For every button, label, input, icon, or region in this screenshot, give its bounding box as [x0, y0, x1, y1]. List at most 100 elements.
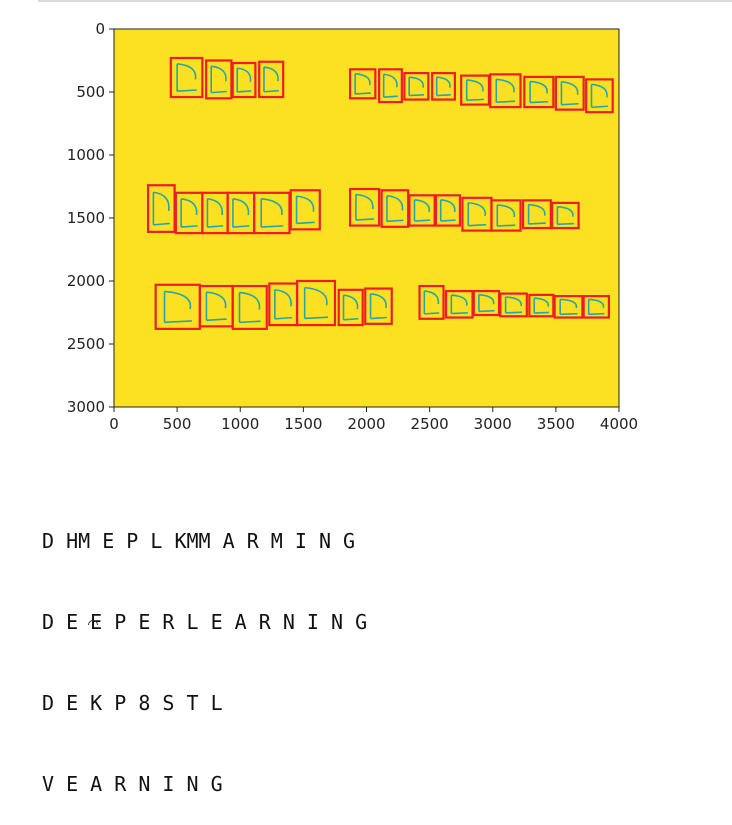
- handwritten-stroke-r2-5: [260, 198, 284, 228]
- y-tick-label-1000: 1000: [67, 146, 105, 164]
- handwritten-stroke-r3-3: [238, 291, 261, 324]
- x-tick-label-1500: 1500: [284, 415, 322, 433]
- x-tick-label-500: 500: [163, 415, 192, 433]
- handwritten-stroke-r1-6: [382, 73, 398, 98]
- bounding-box-r3-6: [337, 288, 364, 327]
- bounding-box-r1-10: [489, 73, 522, 109]
- bounding-box-r2-13: [521, 199, 552, 230]
- handwritten-stroke-r3-7: [369, 293, 388, 320]
- handwritten-stroke-r2-6: [295, 195, 315, 225]
- handwritten-stroke-r1-13: [590, 83, 608, 109]
- y-tick-label-2500: 2500: [67, 335, 105, 353]
- handwritten-stroke-r3-11: [504, 296, 523, 314]
- bounding-box-r3-11: [499, 292, 528, 318]
- bounding-box-r1-8: [431, 71, 456, 101]
- plot-area: 0 500 1000 1500 2000 2500 3000 3500 4000 0 500 1000…: [67, 20, 638, 433]
- bounding-box-r2-1: [146, 184, 176, 233]
- bounding-box-r1-12: [554, 75, 585, 111]
- handwritten-stroke-r1-11: [529, 80, 549, 104]
- bounding-box-r3-13: [553, 295, 584, 319]
- handwritten-stroke-r2-7: [355, 193, 374, 221]
- x-tick-label-3000: 3000: [474, 415, 512, 433]
- bounding-box-r1-3: [231, 61, 257, 99]
- x-tick-label-0: 0: [109, 415, 119, 433]
- handwritten-stroke-r3-5: [303, 286, 329, 320]
- bounding-box-r2-6: [289, 189, 321, 231]
- bounding-box-r2-7: [348, 187, 381, 227]
- handwritten-stroke-r1-2: [210, 65, 227, 94]
- y-tick-label-3000: 3000: [67, 398, 105, 416]
- bounding-box-r3-12: [528, 293, 555, 318]
- handwritten-stroke-r1-12: [560, 80, 579, 106]
- bounding-box-r1-6: [378, 68, 403, 104]
- handwritten-stroke-r2-13: [527, 203, 546, 225]
- bounding-box-r3-9: [444, 289, 474, 319]
- handwritten-stroke-r1-7: [408, 76, 425, 97]
- handwritten-stroke-r3-2: [205, 291, 227, 322]
- handwritten-stroke-r2-3: [206, 198, 224, 228]
- x-tick-label-3500: 3500: [537, 415, 575, 433]
- bounding-box-r1-9: [460, 74, 491, 106]
- y-tick-label-1500: 1500: [67, 209, 105, 227]
- handwritten-stroke-r3-14: [587, 298, 605, 316]
- bounding-box-r1-2: [205, 59, 233, 100]
- handwritten-stroke-r1-4: [263, 66, 279, 93]
- bounding-box-r1-7: [403, 71, 430, 101]
- image-plot: 0 500 1000 1500 2000 2500 3000 3500 4000 0 500 1000…: [67, 20, 638, 433]
- bounding-box-r2-5: [253, 191, 291, 235]
- handwritten-stroke-r2-14: [556, 205, 574, 226]
- bounding-box-r2-8: [380, 189, 410, 228]
- handwritten-stroke-r3-8: [423, 290, 440, 315]
- handwritten-stroke-r2-2: [180, 198, 198, 228]
- bounding-box-r3-5: [295, 279, 337, 327]
- handwritten-stroke-r2-1: [152, 191, 170, 226]
- x-tick-label-2000: 2000: [347, 415, 385, 433]
- bounding-box-r3-14: [582, 295, 611, 319]
- prediction-line-1: D HM E P L KMM A R M I N G: [42, 529, 356, 553]
- bounding-box-r2-12: [490, 199, 522, 232]
- handwritten-stroke-r1-10: [495, 78, 516, 104]
- handwritten-stroke-r1-3: [236, 67, 252, 93]
- handwritten-stroke-r3-4: [274, 288, 293, 320]
- bounding-box-r3-7: [364, 287, 393, 325]
- prediction-line-3: D E K P 8 S T L: [42, 691, 223, 715]
- bounding-box-r1-4: [258, 60, 285, 99]
- cell-top-rule: [38, 0, 732, 2]
- handwritten-stroke-r1-9: [465, 79, 485, 102]
- handwritten-stroke-r2-9: [413, 199, 431, 222]
- handwritten-stroke-r2-11: [467, 201, 487, 227]
- bounding-box-r2-9: [408, 194, 436, 227]
- cut-off-output-glyph: [88, 618, 98, 625]
- handwritten-stroke-r1-8: [435, 76, 451, 97]
- handwritten-stroke-r3-10: [478, 293, 495, 313]
- image-background: [114, 29, 619, 407]
- bounding-box-r1-5: [348, 68, 377, 100]
- handwritten-stroke-r2-10: [439, 199, 456, 222]
- x-tick-label-1000: 1000: [221, 415, 259, 433]
- y-tick-label-500: 500: [76, 83, 105, 101]
- y-tick-label-2000: 2000: [67, 272, 105, 290]
- bounding-box-r2-14: [550, 201, 580, 230]
- bounding-box-r3-3: [231, 284, 268, 330]
- handwritten-stroke-r3-9: [450, 294, 468, 315]
- handwritten-stroke-r3-13: [559, 298, 578, 316]
- prediction-line-4: V E A R N I N G: [42, 772, 223, 796]
- bounding-box-r2-10: [434, 194, 462, 227]
- handwritten-stroke-r3-1: [163, 290, 192, 324]
- x-tick-label-4000: 4000: [600, 415, 638, 433]
- handwritten-stroke-r3-6: [342, 294, 359, 321]
- bounding-box-r1-11: [523, 75, 555, 109]
- prediction-output: D HM E P L KMM A R M I N G D E E P E R L…: [42, 474, 367, 825]
- handwritten-stroke-r2-4: [232, 198, 250, 228]
- bounding-box-r3-8: [418, 284, 445, 320]
- handwritten-stroke-r1-5: [354, 72, 371, 95]
- bounding-box-r1-13: [585, 78, 614, 114]
- handwritten-stroke-r2-12: [496, 204, 516, 227]
- y-tick-label-0: 0: [95, 20, 105, 38]
- handwritten-stroke-r3-12: [533, 297, 550, 314]
- bounding-box-r1-1: [169, 56, 204, 99]
- bounding-box-r3-10: [472, 289, 501, 317]
- handwritten-stroke-r2-8: [386, 194, 404, 223]
- handwritten-stroke-r1-1: [176, 63, 197, 92]
- x-tick-label-2500: 2500: [411, 415, 449, 433]
